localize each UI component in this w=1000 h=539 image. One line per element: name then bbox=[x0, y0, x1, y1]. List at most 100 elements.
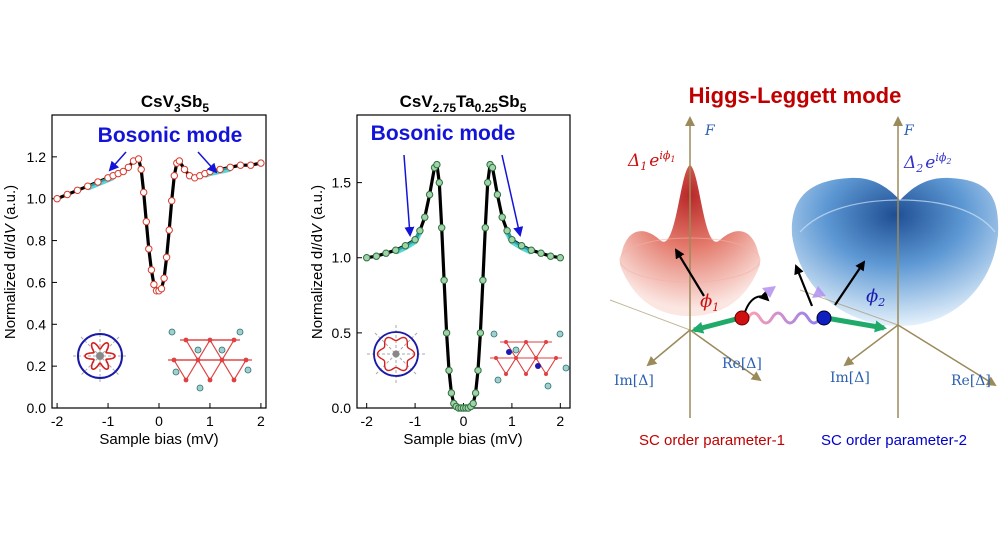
x-tick-label: 1 bbox=[508, 413, 516, 429]
fit-marker bbox=[372, 252, 381, 260]
axes-1 bbox=[609, 116, 762, 418]
panel2-bosonic-mode-label: Bosonic mode bbox=[371, 122, 516, 145]
x-tick-label: 1 bbox=[206, 413, 214, 429]
y-tick-label: 0.0 bbox=[332, 400, 352, 416]
x-tick-label: 2 bbox=[257, 413, 265, 429]
panel1-series bbox=[53, 155, 265, 295]
caption-order-parameter-2: SC order parameter-2 bbox=[821, 432, 967, 449]
fit-marker bbox=[170, 172, 179, 180]
y-tick-label: 0.2 bbox=[27, 358, 47, 374]
fit-marker bbox=[124, 163, 133, 172]
caption-order-parameter-1: SC order parameter-1 bbox=[639, 432, 785, 449]
fit-marker bbox=[392, 246, 400, 254]
fit-marker bbox=[556, 254, 564, 262]
panel1-y-ticks: 0.0 0.2 0.4 0.6 0.8 1.0 1.2 bbox=[27, 149, 57, 416]
amplitude-arrow-2-left bbox=[794, 264, 814, 307]
panel2-series bbox=[363, 160, 564, 412]
fit-marker bbox=[474, 366, 482, 375]
y-tick-label: 0.6 bbox=[27, 274, 47, 290]
fit-marker bbox=[433, 160, 441, 169]
fit-marker bbox=[476, 329, 485, 337]
amplitude-arrow-1 bbox=[674, 248, 705, 297]
fit-marker bbox=[445, 366, 453, 375]
im-axis-label-1: Im[Δ] bbox=[614, 373, 654, 389]
fit-marker bbox=[363, 254, 371, 262]
fit-marker bbox=[180, 165, 189, 174]
phi2-label: ϕ2 bbox=[866, 286, 885, 309]
panel1-x-axis-label: Sample bias (mV) bbox=[99, 431, 218, 448]
fit-marker bbox=[546, 252, 555, 260]
fit-marker bbox=[53, 195, 61, 203]
fit-marker bbox=[469, 399, 477, 408]
fit-marker bbox=[517, 242, 526, 250]
panel1-plot-frame bbox=[51, 114, 267, 409]
fit-marker bbox=[162, 253, 171, 261]
fit-marker bbox=[137, 165, 145, 174]
fit-marker bbox=[216, 165, 224, 174]
fit-marker bbox=[471, 389, 480, 397]
panel-csv275ta025sb5: CsV2.75Ta0.25Sb5 0.0 0.5 1.0 1.5 -2 -1 0 1 2 Sa… bbox=[309, 92, 571, 448]
fit-marker bbox=[498, 213, 506, 221]
fit-marker bbox=[165, 226, 173, 234]
phase-arrow-1 bbox=[744, 290, 770, 313]
fit-marker bbox=[160, 274, 168, 282]
x-tick-label: 0 bbox=[460, 413, 468, 429]
fit-marker bbox=[411, 236, 419, 244]
x-tick-label: 2 bbox=[556, 413, 564, 429]
fit-marker bbox=[119, 167, 128, 176]
panel1-title: CsV3Sb5 bbox=[141, 92, 210, 115]
fit-marker bbox=[382, 249, 390, 257]
fit-marker bbox=[493, 190, 502, 199]
panel2-title: CsV2.75Ta0.25Sb5 bbox=[400, 92, 527, 115]
fit-marker bbox=[508, 236, 516, 244]
fit-marker bbox=[168, 197, 176, 205]
fit-marker bbox=[140, 188, 148, 197]
fit-marker bbox=[94, 178, 102, 186]
panel2-y-ticks: 0.0 0.5 1.0 1.5 bbox=[332, 175, 362, 416]
panel2-arrow-right bbox=[501, 154, 524, 237]
panel1-arrow-right bbox=[197, 151, 218, 174]
fit-marker bbox=[226, 163, 235, 172]
panel1-y-axis-label: Normalized dI/dV (a.u.) bbox=[2, 185, 19, 339]
order-parameter-1-ball bbox=[734, 310, 750, 326]
fit-marker bbox=[236, 161, 245, 169]
y-tick-label: 0.0 bbox=[27, 400, 47, 416]
fit-marker bbox=[421, 213, 429, 221]
fit-marker bbox=[134, 155, 143, 163]
panel2-x-axis-label: Sample bias (mV) bbox=[403, 431, 522, 448]
amplitude-arrow-2-right bbox=[834, 260, 866, 306]
delta2-label: Δ2 eiϕ2 bbox=[903, 151, 951, 175]
fit-marker bbox=[84, 182, 92, 190]
green-arrow-2 bbox=[825, 315, 887, 333]
order-parameter-2-surface bbox=[791, 177, 999, 326]
y-tick-label: 1.2 bbox=[27, 149, 47, 165]
fit-marker bbox=[442, 329, 451, 337]
fit-marker bbox=[63, 190, 72, 199]
panel2-kagome-lattice-inset bbox=[490, 330, 570, 390]
fit-marker bbox=[537, 249, 545, 257]
green-arrow-1 bbox=[691, 315, 741, 334]
re-axis-label-1: Re[Δ] bbox=[722, 356, 762, 372]
fit-marker bbox=[73, 186, 82, 195]
panel2-gap-symmetry-inset bbox=[367, 325, 425, 383]
panel-csv3sb5: CsV3Sb5 0.0 0.2 0.4 0.6 0.8 1.0 1.2 -2 -1 0 1 2 Sa… bbox=[2, 92, 267, 448]
fit-marker bbox=[488, 163, 497, 172]
panel1-arrow-left bbox=[108, 151, 127, 172]
x-tick-label: -2 bbox=[51, 413, 64, 429]
panel1-bosonic-mode-label: Bosonic mode bbox=[98, 124, 243, 147]
leggett-coupling-wave bbox=[746, 311, 822, 325]
y-tick-label: 1.0 bbox=[332, 250, 352, 266]
purple-arrow-2 bbox=[812, 286, 826, 298]
fit-marker bbox=[416, 227, 424, 235]
x-tick-label: -2 bbox=[360, 413, 373, 429]
fit-marker bbox=[425, 190, 434, 199]
fit-marker bbox=[527, 246, 535, 254]
im-axis-label-2: Im[Δ] bbox=[830, 370, 870, 386]
y-tick-label: 0.8 bbox=[27, 233, 47, 249]
y-tick-label: 0.5 bbox=[332, 325, 352, 341]
fit-marker bbox=[157, 285, 166, 293]
fit-marker bbox=[401, 242, 410, 250]
fit-marker bbox=[150, 280, 158, 289]
fit-marker bbox=[479, 276, 487, 284]
panel2-y-axis-label: Normalized dI/dV (a.u.) bbox=[309, 185, 326, 339]
